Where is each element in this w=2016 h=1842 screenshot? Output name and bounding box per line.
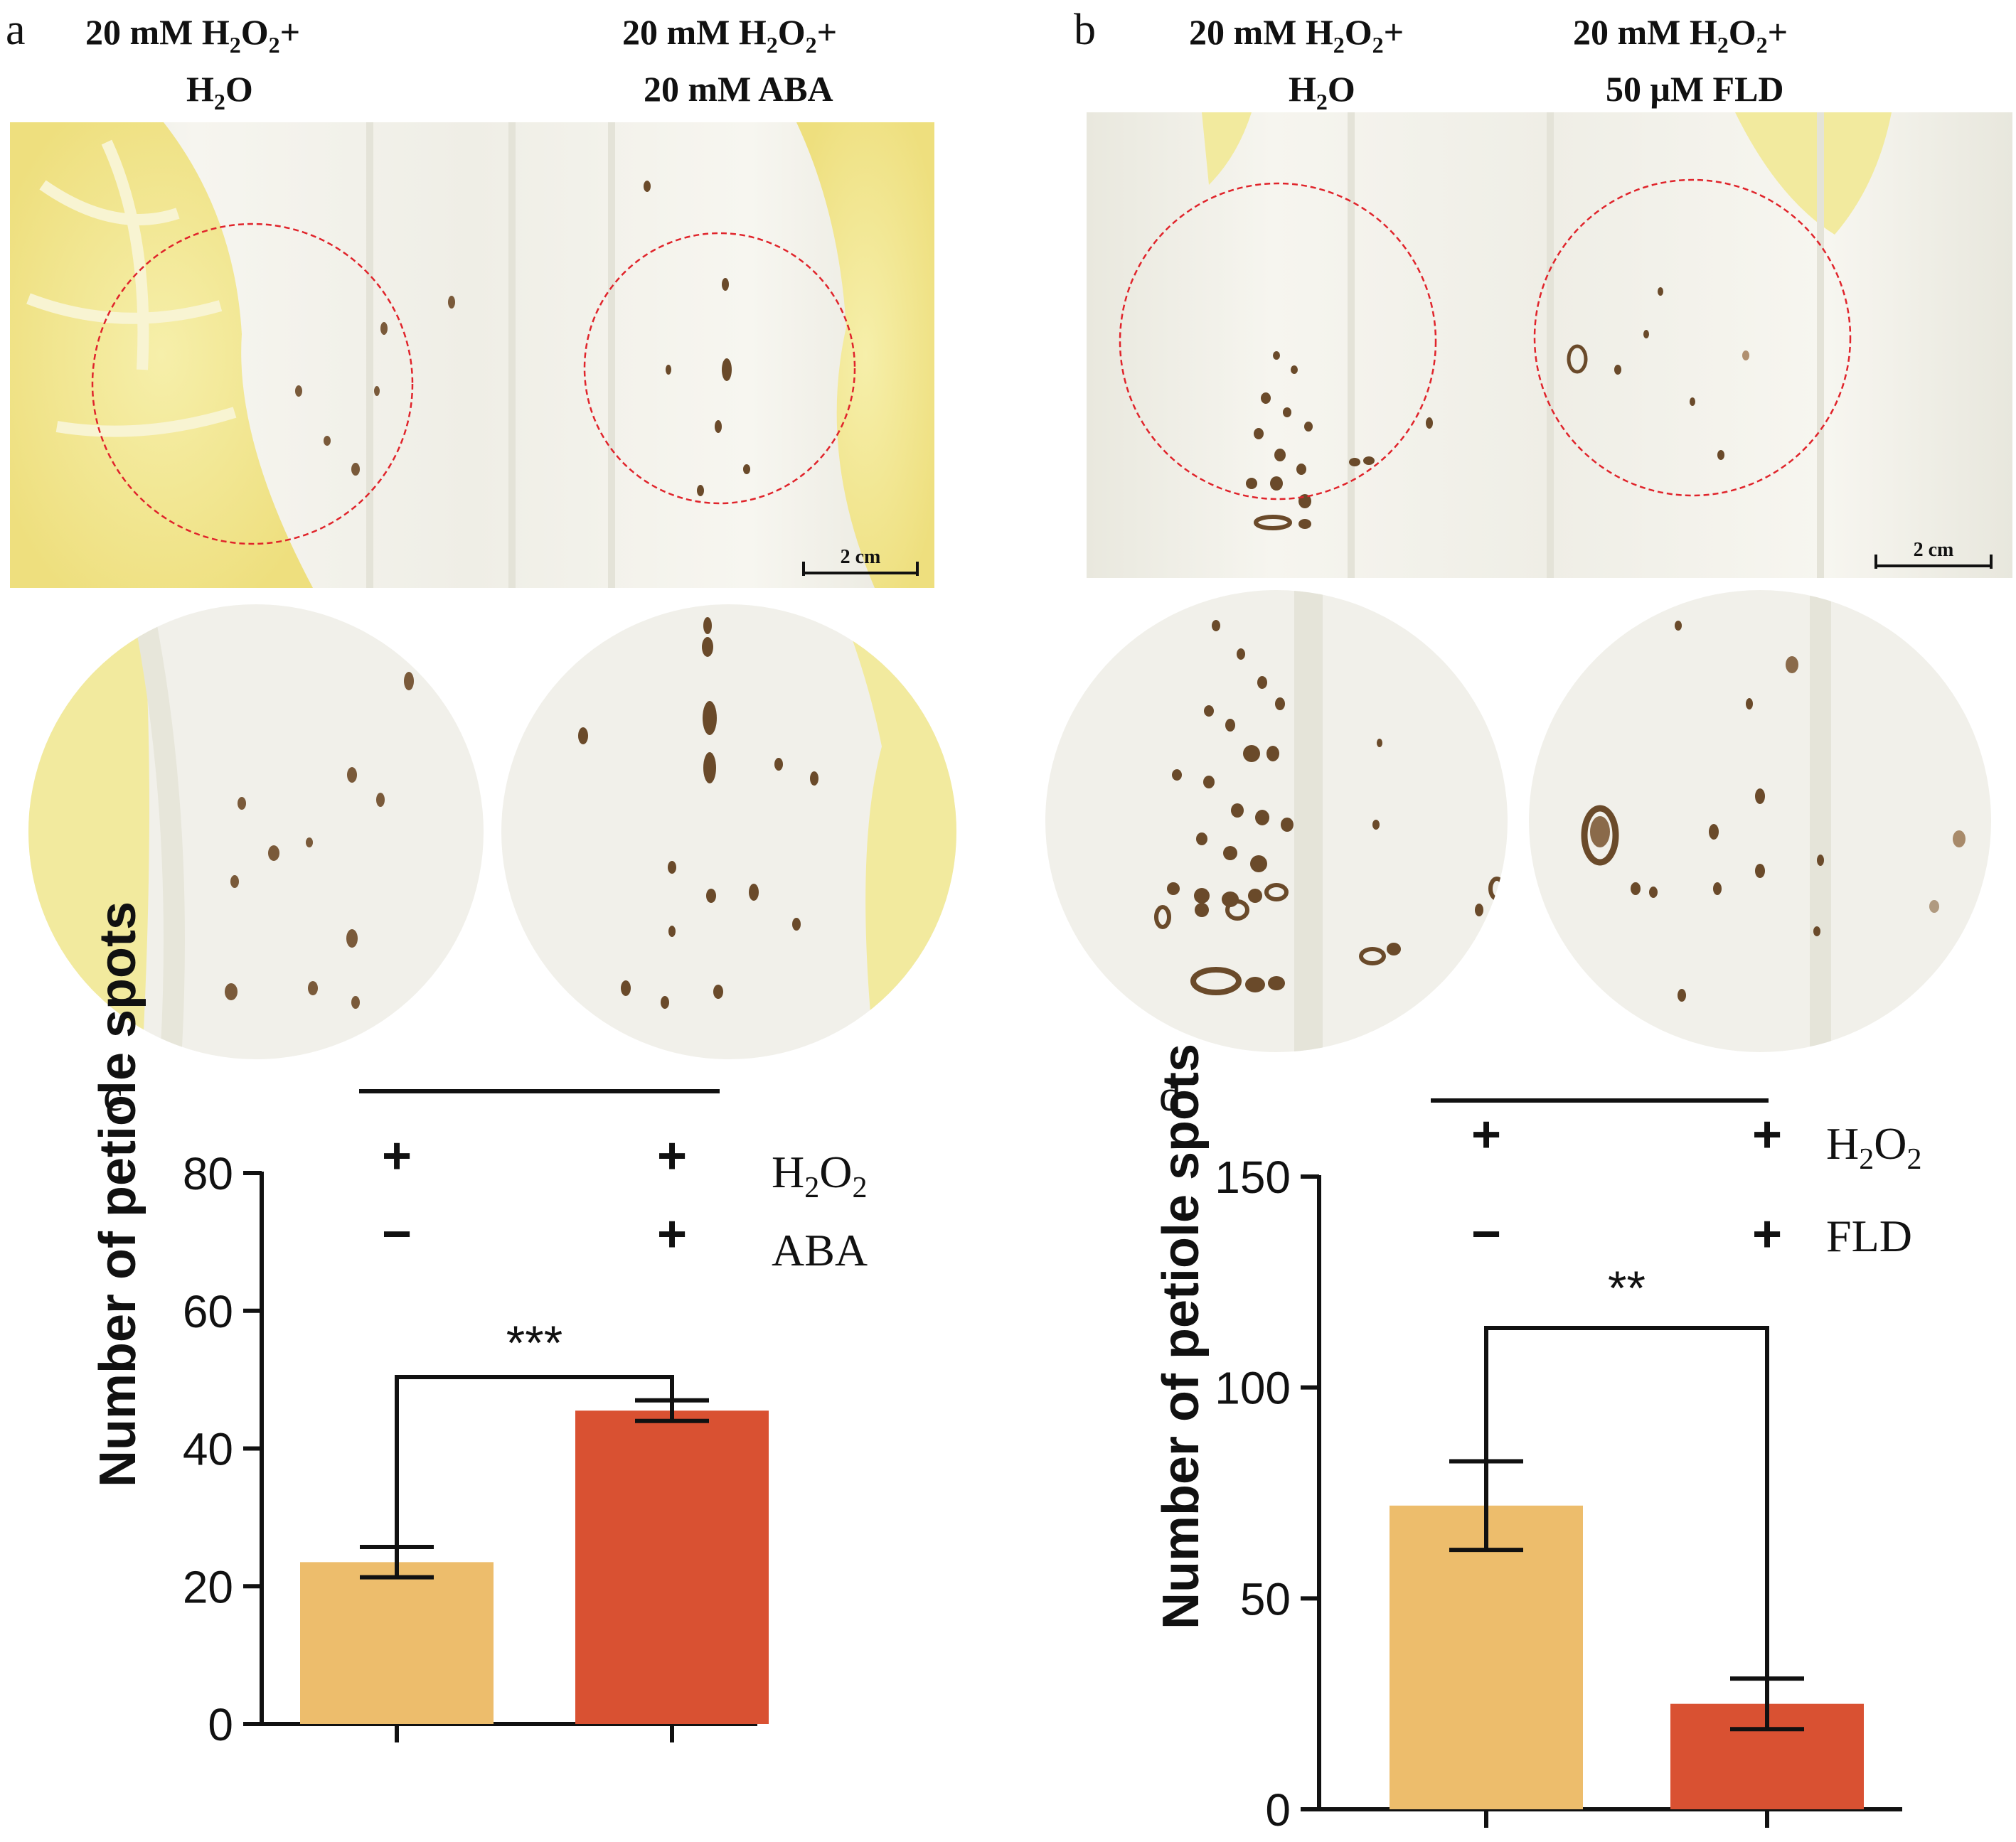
- panel-a: a 20 mM H2O2+ H2O 20 mM H2O2+ 20 mM ABA: [6, 6, 956, 1059]
- petiole-spot: [380, 322, 388, 335]
- panel-d-significance-bracket: [1484, 1326, 1769, 1679]
- panel-d-significance-label: **: [1608, 1261, 1646, 1315]
- panel-d-y-tick-label: 100: [1215, 1363, 1291, 1414]
- panel-c-y-tick-label: 60: [183, 1286, 233, 1337]
- panel-a-heading-right-line1: 20 mM H2O2+: [622, 12, 837, 58]
- panel-c-y-tick-label: 0: [208, 1699, 233, 1750]
- panel-a-right-region-circle: [583, 232, 856, 505]
- panel-a-letter: a: [6, 6, 26, 54]
- panel-a-zoom-right: [501, 604, 956, 1059]
- panel-a-left-region-circle: [91, 223, 414, 545]
- petiole-spot: [374, 386, 380, 396]
- panel-d-y-tick-label: 50: [1240, 1573, 1291, 1624]
- petiole-spot: [743, 464, 750, 474]
- panel-d-bar: [1390, 1505, 1583, 1809]
- panel-c-significance-label: ***: [506, 1316, 562, 1370]
- panel-c-letter: c: [103, 1072, 123, 1120]
- petiole-spot: [351, 463, 360, 476]
- panel-b-left-region-circle: [1119, 182, 1437, 500]
- panel-b-zoom-left: [1045, 590, 1508, 1052]
- panel-c-treatment-sign: +: [382, 1128, 412, 1184]
- panel-b-right-region-circle: [1533, 178, 1852, 497]
- panel-a-scale-bar: 2 cm: [841, 546, 881, 568]
- panel-c-treatment-sign: +: [657, 1206, 687, 1263]
- petiole-spot: [448, 296, 455, 309]
- panel-b-zoom-right: [1529, 590, 1991, 1052]
- panel-c-y-tick-label: 80: [183, 1148, 233, 1199]
- panel-c-treatment-sign: +: [657, 1128, 687, 1184]
- petiole-spot: [644, 181, 651, 192]
- panel-c-ylabel: Number of petiole spots: [90, 901, 146, 1487]
- panel-d-treatment-sign: +: [1752, 1206, 1782, 1263]
- panel-b: b 20 mM H2O2+ H2O 20 mM H2O2+ 50 μM FLD: [1045, 6, 2012, 1052]
- panel-b-scale-bar: 2 cm: [1914, 539, 1954, 561]
- panel-b-heading-left-line1: 20 mM H2O2+: [1189, 12, 1404, 58]
- panel-c-y-tick-label: 40: [183, 1424, 233, 1475]
- panel-c-aba-row-label: ABA: [772, 1225, 868, 1275]
- panel-d-bar-chart: d H2O2 FLD Number of petiole spots 0 50 10…: [1153, 1044, 1921, 1836]
- panel-a-heading-right-line2: 20 mM ABA: [644, 69, 833, 109]
- panel-d-treatment-sign: −: [1471, 1206, 1501, 1263]
- panel-a-heading-left-line2: H2O: [186, 69, 253, 114]
- panel-b-letter: b: [1074, 6, 1096, 54]
- petiole-spot: [722, 358, 732, 381]
- panel-c-h2o2-row-label: H2O2: [772, 1147, 867, 1204]
- panel-d-h2o2-row-label: H2O2: [1826, 1118, 1921, 1176]
- panel-c-bar: [575, 1410, 769, 1724]
- panel-c-y-tick-label: 20: [183, 1561, 233, 1612]
- petiole-spot: [295, 385, 302, 397]
- petiole-spot: [666, 365, 671, 375]
- panel-a-heading-left-line1: 20 mM H2O2+: [85, 12, 300, 58]
- panel-d-treatment-sign: +: [1471, 1106, 1501, 1163]
- panel-b-heading-right-line2: 50 μM FLD: [1606, 69, 1784, 109]
- panel-c-significance-bracket: [395, 1375, 674, 1548]
- panel-b-heading-left-line2: H2O: [1289, 69, 1355, 114]
- panel-c-treatment-sign: −: [382, 1206, 412, 1263]
- panel-c-bar-chart: c H2O2 ABA Number of petiole spots 0 20 40…: [90, 901, 868, 1750]
- panel-d-ylabel: Number of petiole spots: [1153, 1044, 1210, 1629]
- panel-d-y-tick-label: 0: [1265, 1784, 1291, 1836]
- panel-d-treatment-sign: +: [1752, 1106, 1782, 1163]
- panel-c-bar: [300, 1562, 494, 1724]
- panel-d-fld-row-label: FLD: [1826, 1211, 1912, 1261]
- petiole-spot: [715, 420, 722, 433]
- panel-d-y-tick-label: 150: [1215, 1152, 1291, 1203]
- petiole-spot: [697, 485, 704, 496]
- panel-b-petiole-photo: 2 cm: [1087, 112, 2012, 578]
- petiole-spot: [722, 278, 729, 291]
- petiole-spot: [324, 436, 331, 446]
- panel-a-petiole-photo: 2 cm: [10, 122, 934, 588]
- panel-d-letter: d: [1159, 1072, 1181, 1120]
- panel-b-heading-right-line1: 20 mM H2O2+: [1573, 12, 1788, 58]
